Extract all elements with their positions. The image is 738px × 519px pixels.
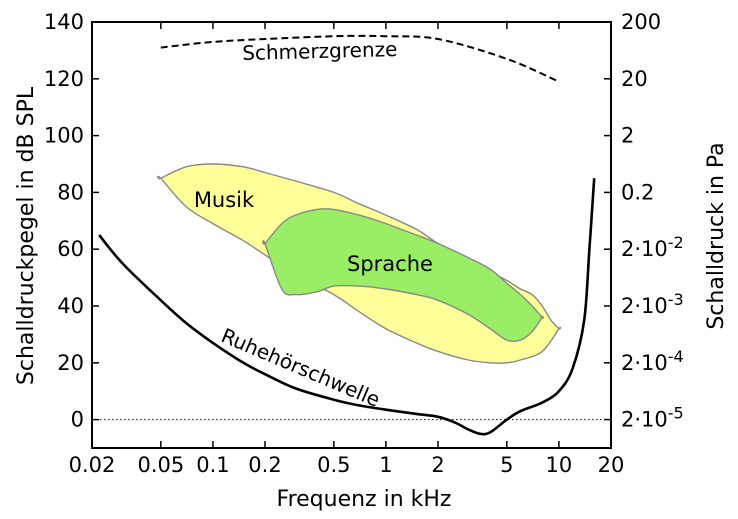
region-sprache	[262, 208, 545, 343]
x-tick-label: 0.05	[137, 453, 184, 477]
label-ruhehoerschwelle: Ruhehörschwelle	[218, 323, 384, 412]
y-tick-label: 140	[44, 10, 84, 34]
y-right-tick-label: 200	[621, 10, 661, 34]
x-tick-label: 5	[500, 453, 513, 477]
y-tick-label: 60	[57, 237, 84, 261]
x-tick-label: 2	[431, 453, 444, 477]
x-tick-label: 0.2	[248, 453, 281, 477]
y-tick-label: 100	[44, 124, 84, 148]
label-musik: Musik	[194, 188, 255, 212]
y-right-tick-label: 20	[621, 67, 648, 91]
ruhehoerschwelle-curve	[98, 178, 596, 436]
y-ticks-layer: 0 20 40 60 80 100 120 140	[44, 10, 99, 432]
y-tick-label: 20	[57, 351, 84, 375]
x-ticks-layer: 0.02 0.05 0.1 0.2 0.5 1 2 5 10 20	[69, 22, 625, 477]
y-right-tick-label: 2·10-3	[621, 290, 684, 318]
y-tick-label: 0	[71, 408, 84, 432]
y-tick-label: 80	[57, 180, 84, 204]
plot-frame	[91, 21, 612, 449]
y-right-axis-title: Schalldruck in Pa	[704, 142, 729, 329]
y-right-tick-label: 2·10-5	[621, 404, 684, 432]
y-right-tick-label: 2·10-4	[621, 347, 684, 375]
y-right-ticks-layer: 200 20 2 0.2 2·10-2 2·10-3 2·10-4 2·10-5	[604, 10, 684, 432]
y-right-tick-label: 2·10-2	[621, 233, 684, 261]
y-right-tick-label: 2	[621, 124, 634, 148]
label-sprache: Sprache	[347, 252, 433, 276]
label-schmerzgrenze: Schmerzgrenze	[242, 37, 398, 65]
regions-layer	[156, 163, 562, 364]
y-axis-title: Schalldruckpegel in dB SPL	[14, 86, 39, 385]
schmerzgrenze-curve	[160, 34, 560, 83]
x-tick-label: 1	[379, 453, 392, 477]
x-axis-title: Frequenz in kHz	[277, 487, 452, 512]
x-tick-label: 0.1	[196, 453, 229, 477]
x-tick-label: 10	[546, 453, 573, 477]
y-tick-label: 40	[57, 294, 84, 318]
x-tick-label: 20	[598, 453, 625, 477]
x-tick-label: 0.5	[317, 453, 350, 477]
x-tick-label: 0.02	[69, 453, 116, 477]
plot-frame-layer	[91, 21, 612, 449]
y-right-tick-label: 0.2	[621, 180, 654, 204]
y-tick-label: 120	[44, 67, 84, 91]
curves-layer	[98, 34, 596, 436]
